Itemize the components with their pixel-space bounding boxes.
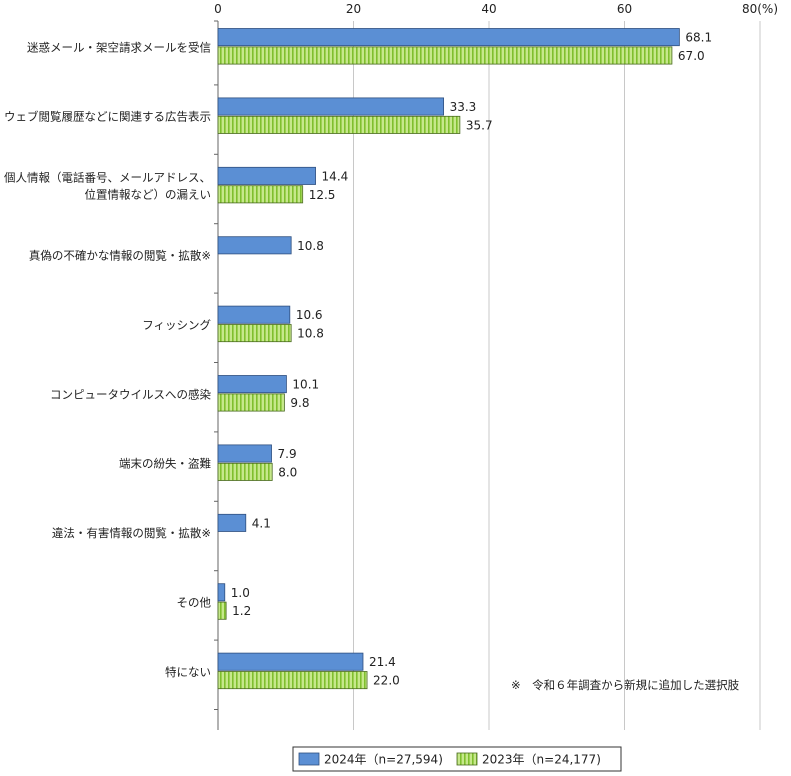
x-tick-label: 80(%) (742, 2, 778, 16)
value-label-2024: 1.0 (231, 586, 250, 600)
bar-2024 (217, 166, 316, 185)
x-tick-label: 0 (214, 2, 222, 16)
value-label-2024: 7.9 (278, 447, 297, 461)
value-label-2024: 10.6 (296, 308, 323, 322)
value-label-2023: 12.5 (309, 188, 336, 202)
axes (214, 20, 219, 730)
category-label: 位置情報など）の漏えい (85, 188, 212, 202)
x-tick-label: 60 (617, 2, 632, 16)
bar-2023 (217, 46, 673, 65)
bar-2024 (217, 513, 247, 532)
category-labels: 迷惑メール・架空請求メールを受信ウェブ閲覧履歴などに関連する広告表示個人情報（電… (4, 40, 211, 679)
bar-2024 (217, 444, 272, 463)
bar-2023 (217, 601, 227, 620)
category-label: 違法・有害情報の閲覧・拡散※ (52, 526, 211, 540)
legend-label-2024: 2024年（n=27,594) (324, 753, 443, 767)
footnote-text: ※ 令和６年調査から新規に追加した選択肢 (511, 678, 740, 692)
bar-2023 (217, 324, 292, 343)
value-label-2023: 22.0 (373, 674, 400, 688)
x-tick-labels: 0 20 40 60 80(%) (214, 2, 778, 16)
category-label: その他 (177, 596, 212, 610)
value-label-2024: 14.4 (322, 169, 349, 183)
value-label-2023: 35.7 (466, 118, 493, 132)
legend: 2024年（n=27,594) 2023年（n=24,177) (292, 746, 622, 772)
value-label-2023: 67.0 (678, 49, 705, 63)
x-tick-label: 20 (346, 2, 361, 16)
category-label: コンピュータウイルスへの感染 (50, 387, 211, 401)
bar-2023 (217, 462, 273, 481)
value-label-2024: 10.8 (297, 239, 324, 253)
legend-swatch-2024 (298, 752, 320, 766)
category-label: フィッシング (142, 318, 211, 332)
bar-2024 (217, 305, 291, 324)
legend-swatch-2023 (456, 752, 478, 766)
bar-2024 (217, 375, 287, 394)
value-label-2023: 9.8 (290, 396, 309, 410)
gridlines (353, 21, 761, 730)
value-label-2023: 8.0 (278, 465, 297, 479)
bar-2024 (217, 97, 445, 116)
value-label-2024: 68.1 (685, 31, 712, 45)
bar-2023 (217, 671, 368, 690)
x-tick-label: 40 (481, 2, 496, 16)
bars (217, 28, 680, 690)
bar-2023 (217, 185, 304, 204)
bar-2023 (217, 115, 461, 134)
value-label-2024: 21.4 (369, 655, 396, 669)
category-label: ウェブ閲覧履歴などに関連する広告表示 (4, 110, 211, 124)
bar-2024 (217, 583, 226, 602)
value-label-2023: 10.8 (297, 327, 324, 341)
value-label-2024: 4.1 (252, 516, 271, 530)
value-labels: 68.1 33.3 14.4 10.8 10.6 10.1 7.9 4.1 1.0 21.4 67.… (231, 31, 712, 688)
bar-2024 (217, 652, 364, 671)
category-label: 迷惑メール・架空請求メールを受信 (27, 40, 211, 54)
bar-2024 (217, 236, 292, 255)
bar-2023 (217, 393, 285, 412)
category-label: 端末の紛失・盗難 (119, 457, 211, 471)
category-label: 個人情報（電話番号、メールアドレス、 (4, 171, 211, 185)
value-label-2024: 33.3 (450, 100, 477, 114)
category-label: 真偽の不確かな情報の閲覧・拡散※ (29, 249, 211, 263)
category-label: 特にない (165, 665, 211, 679)
value-label-2024: 10.1 (292, 378, 319, 392)
legend-label-2023: 2023年（n=24,177) (482, 753, 601, 767)
value-label-2023: 1.2 (232, 604, 251, 618)
bar-2024 (217, 28, 680, 47)
footnote: ※ 令和６年調査から新規に追加した選択肢 (511, 678, 740, 692)
